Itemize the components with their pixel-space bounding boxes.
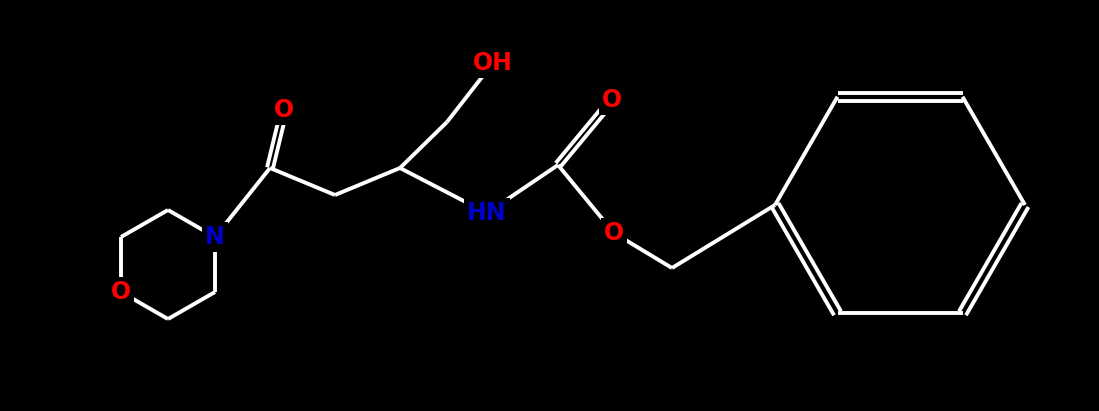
Text: O: O	[604, 221, 624, 245]
Text: HN: HN	[467, 201, 507, 225]
Text: O: O	[602, 88, 622, 112]
Text: O: O	[111, 280, 131, 304]
Text: OH: OH	[473, 51, 513, 75]
Text: O: O	[274, 98, 295, 122]
Text: N: N	[206, 225, 225, 249]
